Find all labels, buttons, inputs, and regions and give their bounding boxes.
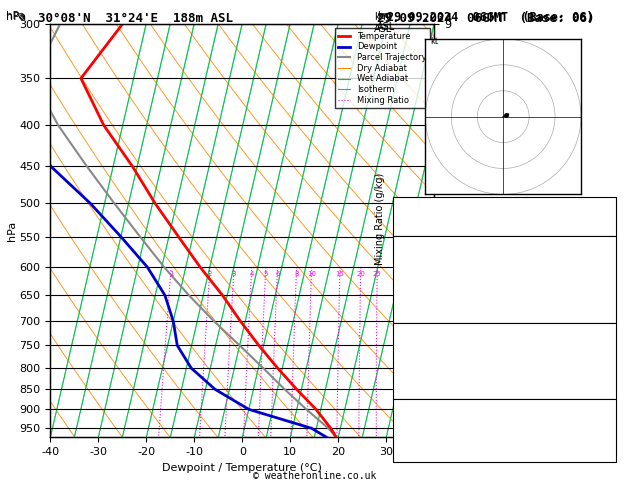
Y-axis label: hPa: hPa xyxy=(7,221,17,241)
Text: Surface: Surface xyxy=(486,237,523,247)
Text: 25: 25 xyxy=(373,271,382,278)
Text: 352°: 352° xyxy=(590,436,613,447)
Text: 10: 10 xyxy=(307,271,316,278)
Text: 23: 23 xyxy=(601,210,613,221)
Text: 20: 20 xyxy=(356,271,365,278)
Text: Lifted Index: Lifted Index xyxy=(396,361,454,371)
Text: Most Unstable: Most Unstable xyxy=(470,325,540,335)
Text: 5: 5 xyxy=(264,271,268,278)
Text: kt: kt xyxy=(431,37,439,46)
Text: 30°08'N  31°24'E  188m ASL: 30°08'N 31°24'E 188m ASL xyxy=(38,12,233,25)
Text: 6: 6 xyxy=(276,271,280,278)
Text: 975: 975 xyxy=(594,337,613,347)
Text: 3: 3 xyxy=(232,271,237,278)
Text: -3: -3 xyxy=(604,424,613,434)
Text: Temp (°C): Temp (°C) xyxy=(396,249,445,260)
Text: 7: 7 xyxy=(607,361,613,371)
Text: -3: -3 xyxy=(604,412,613,422)
Text: 0: 0 xyxy=(607,385,613,396)
Text: 9: 9 xyxy=(607,449,613,459)
Text: Dewp (°C): Dewp (°C) xyxy=(396,261,447,272)
Text: Hodograph: Hodograph xyxy=(478,400,532,410)
Text: StmSpd (kt): StmSpd (kt) xyxy=(396,449,455,459)
Text: 1: 1 xyxy=(169,271,174,278)
Text: CAPE (J): CAPE (J) xyxy=(396,373,435,383)
Text: 2: 2 xyxy=(208,271,212,278)
Text: 29.09.2024  06GMT  (Base: 06): 29.09.2024 06GMT (Base: 06) xyxy=(387,11,593,24)
Legend: Temperature, Dewpoint, Parcel Trajectory, Dry Adiabat, Wet Adiabat, Isotherm, Mi: Temperature, Dewpoint, Parcel Trajectory… xyxy=(335,29,430,108)
Text: LCL: LCL xyxy=(414,416,432,426)
Text: hPa: hPa xyxy=(6,12,26,22)
Text: Pressure (mb): Pressure (mb) xyxy=(396,337,465,347)
Text: 330: 330 xyxy=(595,274,613,284)
Text: © weatheronline.co.uk: © weatheronline.co.uk xyxy=(253,471,376,481)
Text: Mixing Ratio (g/kg): Mixing Ratio (g/kg) xyxy=(375,173,385,265)
Text: hPa: hPa xyxy=(6,11,25,21)
Text: Lifted Index: Lifted Index xyxy=(396,286,454,296)
Text: K: K xyxy=(396,198,403,208)
Text: 7: 7 xyxy=(607,286,613,296)
Text: StmDir: StmDir xyxy=(396,436,430,447)
Text: km
ASL: km ASL xyxy=(374,12,392,34)
Text: km
ASL: km ASL xyxy=(377,11,396,32)
Text: 1.45: 1.45 xyxy=(592,223,613,233)
Text: 0: 0 xyxy=(607,310,613,320)
Text: Totals Totals: Totals Totals xyxy=(396,210,455,221)
Text: 0: 0 xyxy=(607,373,613,383)
Text: 19.6: 19.6 xyxy=(592,249,613,260)
Text: CAPE (J): CAPE (J) xyxy=(396,298,435,308)
Text: SREH: SREH xyxy=(396,424,423,434)
Text: θᴇ (K): θᴇ (K) xyxy=(396,349,424,359)
Text: 332: 332 xyxy=(595,349,613,359)
Text: θᴇ(K): θᴇ(K) xyxy=(396,274,421,284)
Text: CIN (J): CIN (J) xyxy=(396,385,427,396)
X-axis label: Dewpoint / Temperature (°C): Dewpoint / Temperature (°C) xyxy=(162,463,322,473)
Text: -9: -9 xyxy=(604,198,613,208)
Text: 17.6: 17.6 xyxy=(592,261,613,272)
Text: EH: EH xyxy=(396,412,409,422)
Text: 15: 15 xyxy=(335,271,345,278)
Text: CIN (J): CIN (J) xyxy=(396,310,427,320)
Text: 4: 4 xyxy=(250,271,254,278)
Text: 0: 0 xyxy=(607,298,613,308)
Text: 8: 8 xyxy=(294,271,299,278)
Text: PW (cm): PW (cm) xyxy=(396,223,438,233)
Text: 29.09.2024  06GMT  (Base: 06): 29.09.2024 06GMT (Base: 06) xyxy=(377,12,595,25)
